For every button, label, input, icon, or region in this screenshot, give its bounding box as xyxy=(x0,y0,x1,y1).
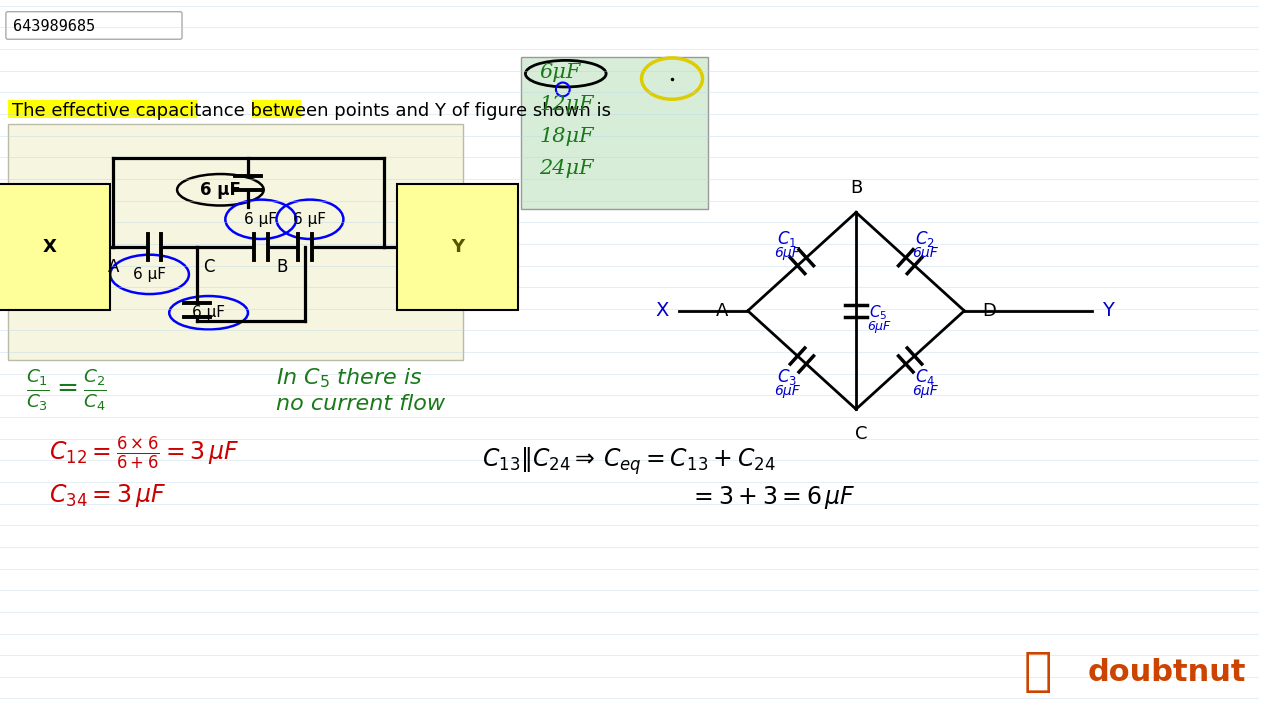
Text: $C_{34} = 3\,\mu F$: $C_{34} = 3\,\mu F$ xyxy=(49,482,166,509)
Text: $C_1$: $C_1$ xyxy=(777,229,797,249)
Text: $C_{13} \| C_{24} \Rightarrow\, C_{eq} = C_{13} + C_{24}$: $C_{13} \| C_{24} \Rightarrow\, C_{eq} =… xyxy=(483,446,776,477)
Text: Y: Y xyxy=(451,238,465,256)
Text: A: A xyxy=(716,302,728,320)
Text: 6μF: 6μF xyxy=(539,63,581,82)
Text: 6μF: 6μF xyxy=(913,246,938,260)
Text: 6 μF: 6 μF xyxy=(133,267,166,282)
Text: $C_4$: $C_4$ xyxy=(915,366,936,387)
Text: 6 μF: 6 μF xyxy=(244,212,278,227)
Text: X: X xyxy=(655,301,669,320)
Text: doubtnut: doubtnut xyxy=(1087,658,1245,688)
FancyBboxPatch shape xyxy=(521,57,708,210)
Text: $= 3 + 3 = 6\,\mu F$: $= 3 + 3 = 6\,\mu F$ xyxy=(689,485,855,511)
Text: C: C xyxy=(202,258,214,276)
Text: 6μF: 6μF xyxy=(774,384,800,398)
Text: B: B xyxy=(276,258,288,276)
Text: B: B xyxy=(850,179,863,197)
Text: 6μF: 6μF xyxy=(774,246,800,260)
Text: 6 μF: 6 μF xyxy=(200,181,241,199)
Text: ⓓ: ⓓ xyxy=(1024,650,1052,696)
Text: 6 μF: 6 μF xyxy=(293,212,326,227)
Text: $C_2$: $C_2$ xyxy=(915,229,934,249)
Text: 6μF: 6μF xyxy=(913,384,938,398)
FancyBboxPatch shape xyxy=(6,12,182,39)
FancyBboxPatch shape xyxy=(252,100,301,118)
Text: Y: Y xyxy=(1102,301,1114,320)
Text: In $C_5$ there is: In $C_5$ there is xyxy=(275,366,422,390)
Text: 12μF: 12μF xyxy=(539,94,594,114)
Text: 6 μF: 6 μF xyxy=(192,305,225,320)
Text: A: A xyxy=(108,258,119,276)
Text: 24μF: 24μF xyxy=(539,158,594,178)
FancyBboxPatch shape xyxy=(8,100,197,118)
Text: 643989685: 643989685 xyxy=(13,19,95,34)
Text: $C_3$: $C_3$ xyxy=(777,366,797,387)
FancyBboxPatch shape xyxy=(8,124,463,360)
Text: 18μF: 18μF xyxy=(539,127,594,146)
Text: 6μF: 6μF xyxy=(867,320,891,333)
Text: $\frac{C_1}{C_3} = \frac{C_2}{C_4}$: $\frac{C_1}{C_3} = \frac{C_2}{C_4}$ xyxy=(27,366,108,413)
Text: D: D xyxy=(982,302,996,320)
Text: C: C xyxy=(855,425,868,443)
Text: X: X xyxy=(42,238,56,256)
Text: The effective capacitance between points and Y of figure shown is: The effective capacitance between points… xyxy=(12,102,611,120)
Text: no current flow: no current flow xyxy=(275,395,444,414)
Text: $C_5$: $C_5$ xyxy=(869,304,888,323)
Text: $C_{12} = \frac{6 \times 6}{6+6} = 3\,\mu F$: $C_{12} = \frac{6 \times 6}{6+6} = 3\,\m… xyxy=(49,435,239,472)
